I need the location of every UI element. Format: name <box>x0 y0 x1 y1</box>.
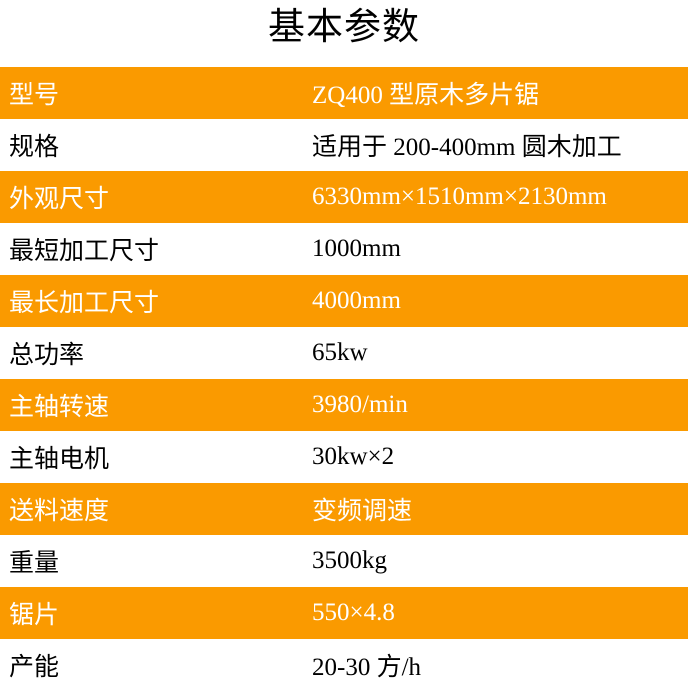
table-row: 主轴转速 3980/min <box>0 379 688 431</box>
row-value: ZQ400 型原木多片锯 <box>312 82 540 109</box>
row-label: 规格 <box>9 134 60 161</box>
table-row: 最短加工尺寸 1000mm <box>0 223 688 275</box>
row-value: 1000mm <box>312 235 401 262</box>
table-row: 送料速度 变频调速 <box>0 483 688 535</box>
table-row: 总功率 65kw <box>0 327 688 379</box>
row-value: 变频调速 <box>312 498 413 525</box>
row-value: 20-30 方/h <box>312 654 422 681</box>
row-label: 重量 <box>9 550 60 577</box>
row-value: 3980/min <box>312 391 408 418</box>
row-label: 总功率 <box>9 342 85 369</box>
table-row: 最长加工尺寸 4000mm <box>0 275 688 327</box>
table-row: 外观尺寸 6330mm×1510mm×2130mm <box>0 171 688 223</box>
row-value: 30kw×2 <box>312 443 395 470</box>
row-value: 550×4.8 <box>312 599 395 626</box>
row-value: 适用于 200-400mm 圆木加工 <box>312 134 622 161</box>
table-row: 锯片 550×4.8 <box>0 587 688 639</box>
row-label: 型号 <box>9 82 60 109</box>
spec-table: 型号 ZQ400 型原木多片锯规格 适用于 200-400mm 圆木加工外观尺寸 63… <box>0 67 688 691</box>
row-value: 3500kg <box>312 547 387 574</box>
table-row: 重量 3500kg <box>0 535 688 587</box>
row-value: 65kw <box>312 339 368 366</box>
table-row: 型号 ZQ400 型原木多片锯 <box>0 67 688 119</box>
table-row: 产能 20-30 方/h <box>0 639 688 691</box>
row-label: 最长加工尺寸 <box>9 290 160 317</box>
row-label: 最短加工尺寸 <box>9 238 160 265</box>
table-row: 规格 适用于 200-400mm 圆木加工 <box>0 119 688 171</box>
row-value: 4000mm <box>312 287 401 314</box>
row-label: 主轴转速 <box>9 394 110 421</box>
table-row: 主轴电机 30kw×2 <box>0 431 688 483</box>
row-label: 主轴电机 <box>9 446 110 473</box>
page-title: 基本参数 <box>268 7 420 48</box>
row-label: 产能 <box>9 654 60 681</box>
row-label: 外观尺寸 <box>9 186 110 213</box>
row-label: 锯片 <box>9 602 60 629</box>
row-label: 送料速度 <box>9 498 110 525</box>
row-value: 6330mm×1510mm×2130mm <box>312 183 607 210</box>
